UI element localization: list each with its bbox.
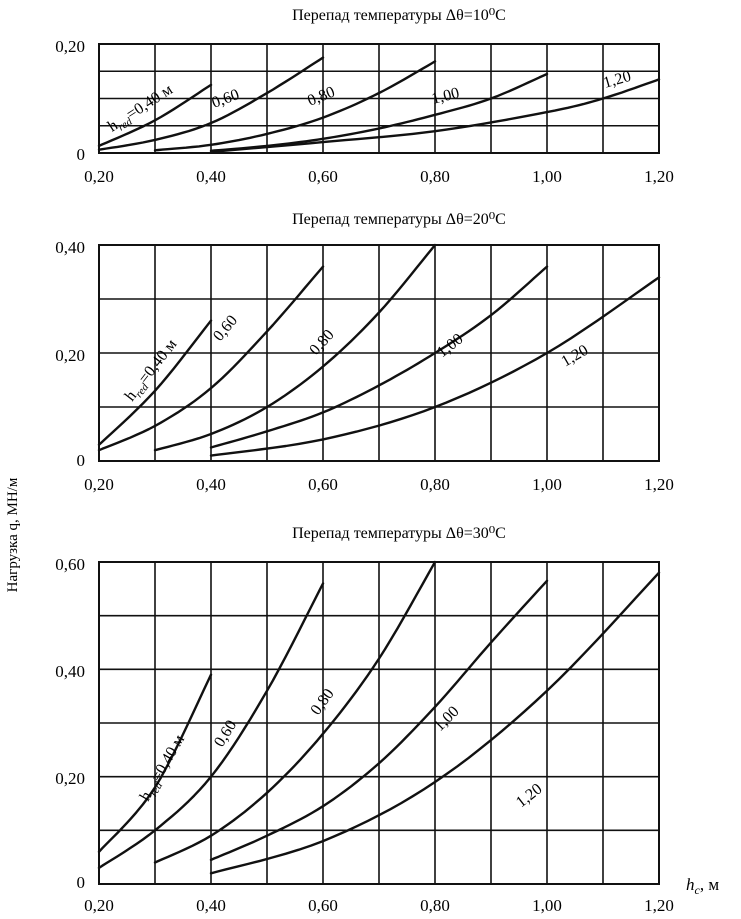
series-layer [97,560,661,875]
series-line [97,319,213,446]
series-line [209,78,661,154]
y-tick-label: 0,40 [55,662,85,681]
curve-label-060: 0,60 [210,86,242,112]
curve-label-100: 1,00 [430,85,461,108]
y-tick-label: 0,20 [55,37,85,56]
plot-frame [98,244,660,462]
panel-dtheta-10: Перепад температуры Δθ=10⁰С 0,20 0 0,20 … [55,7,674,186]
series-line [153,60,437,152]
x-tick-label: 1,00 [532,896,562,915]
series-line [97,673,213,853]
curve-label-080: 0,80 [305,83,337,109]
x-tick-label: 0,20 [84,896,114,915]
x-tick-label: 0,80 [420,167,450,186]
panel-title: Перепад температуры Δθ=10⁰С [292,7,506,24]
curve-label-040: hred=0,40 м [122,336,183,406]
series-line [209,571,661,875]
x-tick-label: 1,20 [644,896,674,915]
x-tick-label: 0,40 [196,896,226,915]
x-tick-label: 1,00 [532,167,562,186]
curve-label-060: 0,60 [210,312,241,344]
panel-dtheta-30: Перепад температуры Δθ=30⁰С 0,60 0,40 0,… [55,525,674,915]
series-line [97,83,213,148]
x-tick-label: 0,80 [420,475,450,494]
series-line [209,265,549,449]
y-tick-labels: 0,40 0,20 0 [55,238,85,470]
x-tick-labels: 0,20 0,40 0,60 0,80 1,00 1,20 [84,475,674,494]
series-line [209,579,549,862]
curve-label-040: hred=0,40 м [137,732,191,806]
series-line [209,276,661,457]
x-axis-label-unit: , м [700,875,720,894]
x-tick-label: 0,80 [420,896,450,915]
plot-frame [98,43,660,154]
x-tick-label: 0,40 [196,475,226,494]
x-tick-label: 0,60 [308,167,338,186]
curve-label-120: 1,20 [559,342,592,371]
y-tick-labels: 0,60 0,40 0,20 0 [55,555,85,892]
x-tick-label: 1,00 [532,475,562,494]
y-tick-label: 0 [77,145,86,164]
series-layer [97,243,661,457]
x-axis-label: hc, м [686,875,719,897]
curve-label-040: hred=0,40 м [105,81,177,138]
x-tick-label: 0,20 [84,167,114,186]
x-axis-label-sub: c [695,883,701,897]
panel-title: Перепад температуры Δθ=20⁰С [292,211,506,228]
y-tick-label: 0,60 [55,555,85,574]
series-line [97,265,325,452]
x-tick-label: 0,60 [308,475,338,494]
y-tick-label: 0 [77,451,86,470]
curve-label-080: 0,80 [306,326,337,358]
y-axis-label: Нагрузка q, МН/м [5,477,21,592]
label-rest: =0,40 м [135,336,180,387]
y-tick-labels: 0,20 0 [55,37,85,164]
curve-label-080: 0,80 [307,686,337,719]
y-tick-label: 0,20 [55,346,85,365]
y-tick-label: 0,20 [55,769,85,788]
y-tick-label: 0,40 [55,238,85,257]
x-tick-label: 0,20 [84,475,114,494]
y-tick-label: 0 [77,873,86,892]
x-tick-label: 1,20 [644,475,674,494]
x-tick-labels: 0,20 0,40 0,60 0,80 1,00 1,20 [84,896,674,915]
curve-label-120: 1,20 [513,781,546,812]
series-layer [97,56,661,154]
series-line [97,582,325,870]
x-tick-label: 1,20 [644,167,674,186]
series-line [97,56,325,151]
x-tick-label: 0,60 [308,896,338,915]
x-tick-labels: 0,20 0,40 0,60 0,80 1,00 1,20 [84,167,674,186]
panel-title: Перепад температуры Δθ=30⁰С [292,525,506,542]
curve-labels: hred=0,40 м 0,60 0,80 1,00 1,20 [122,312,592,406]
grid [98,561,660,885]
series-line [153,243,437,452]
x-axis-label-h: h [686,875,695,894]
label-rest: =0,40 м [124,81,176,123]
plot-frame [98,561,660,885]
x-tick-label: 0,40 [196,167,226,186]
panel-dtheta-20: Перепад температуры Δθ=20⁰С 0,40 0,20 0 … [55,211,674,494]
series-line [153,560,437,864]
